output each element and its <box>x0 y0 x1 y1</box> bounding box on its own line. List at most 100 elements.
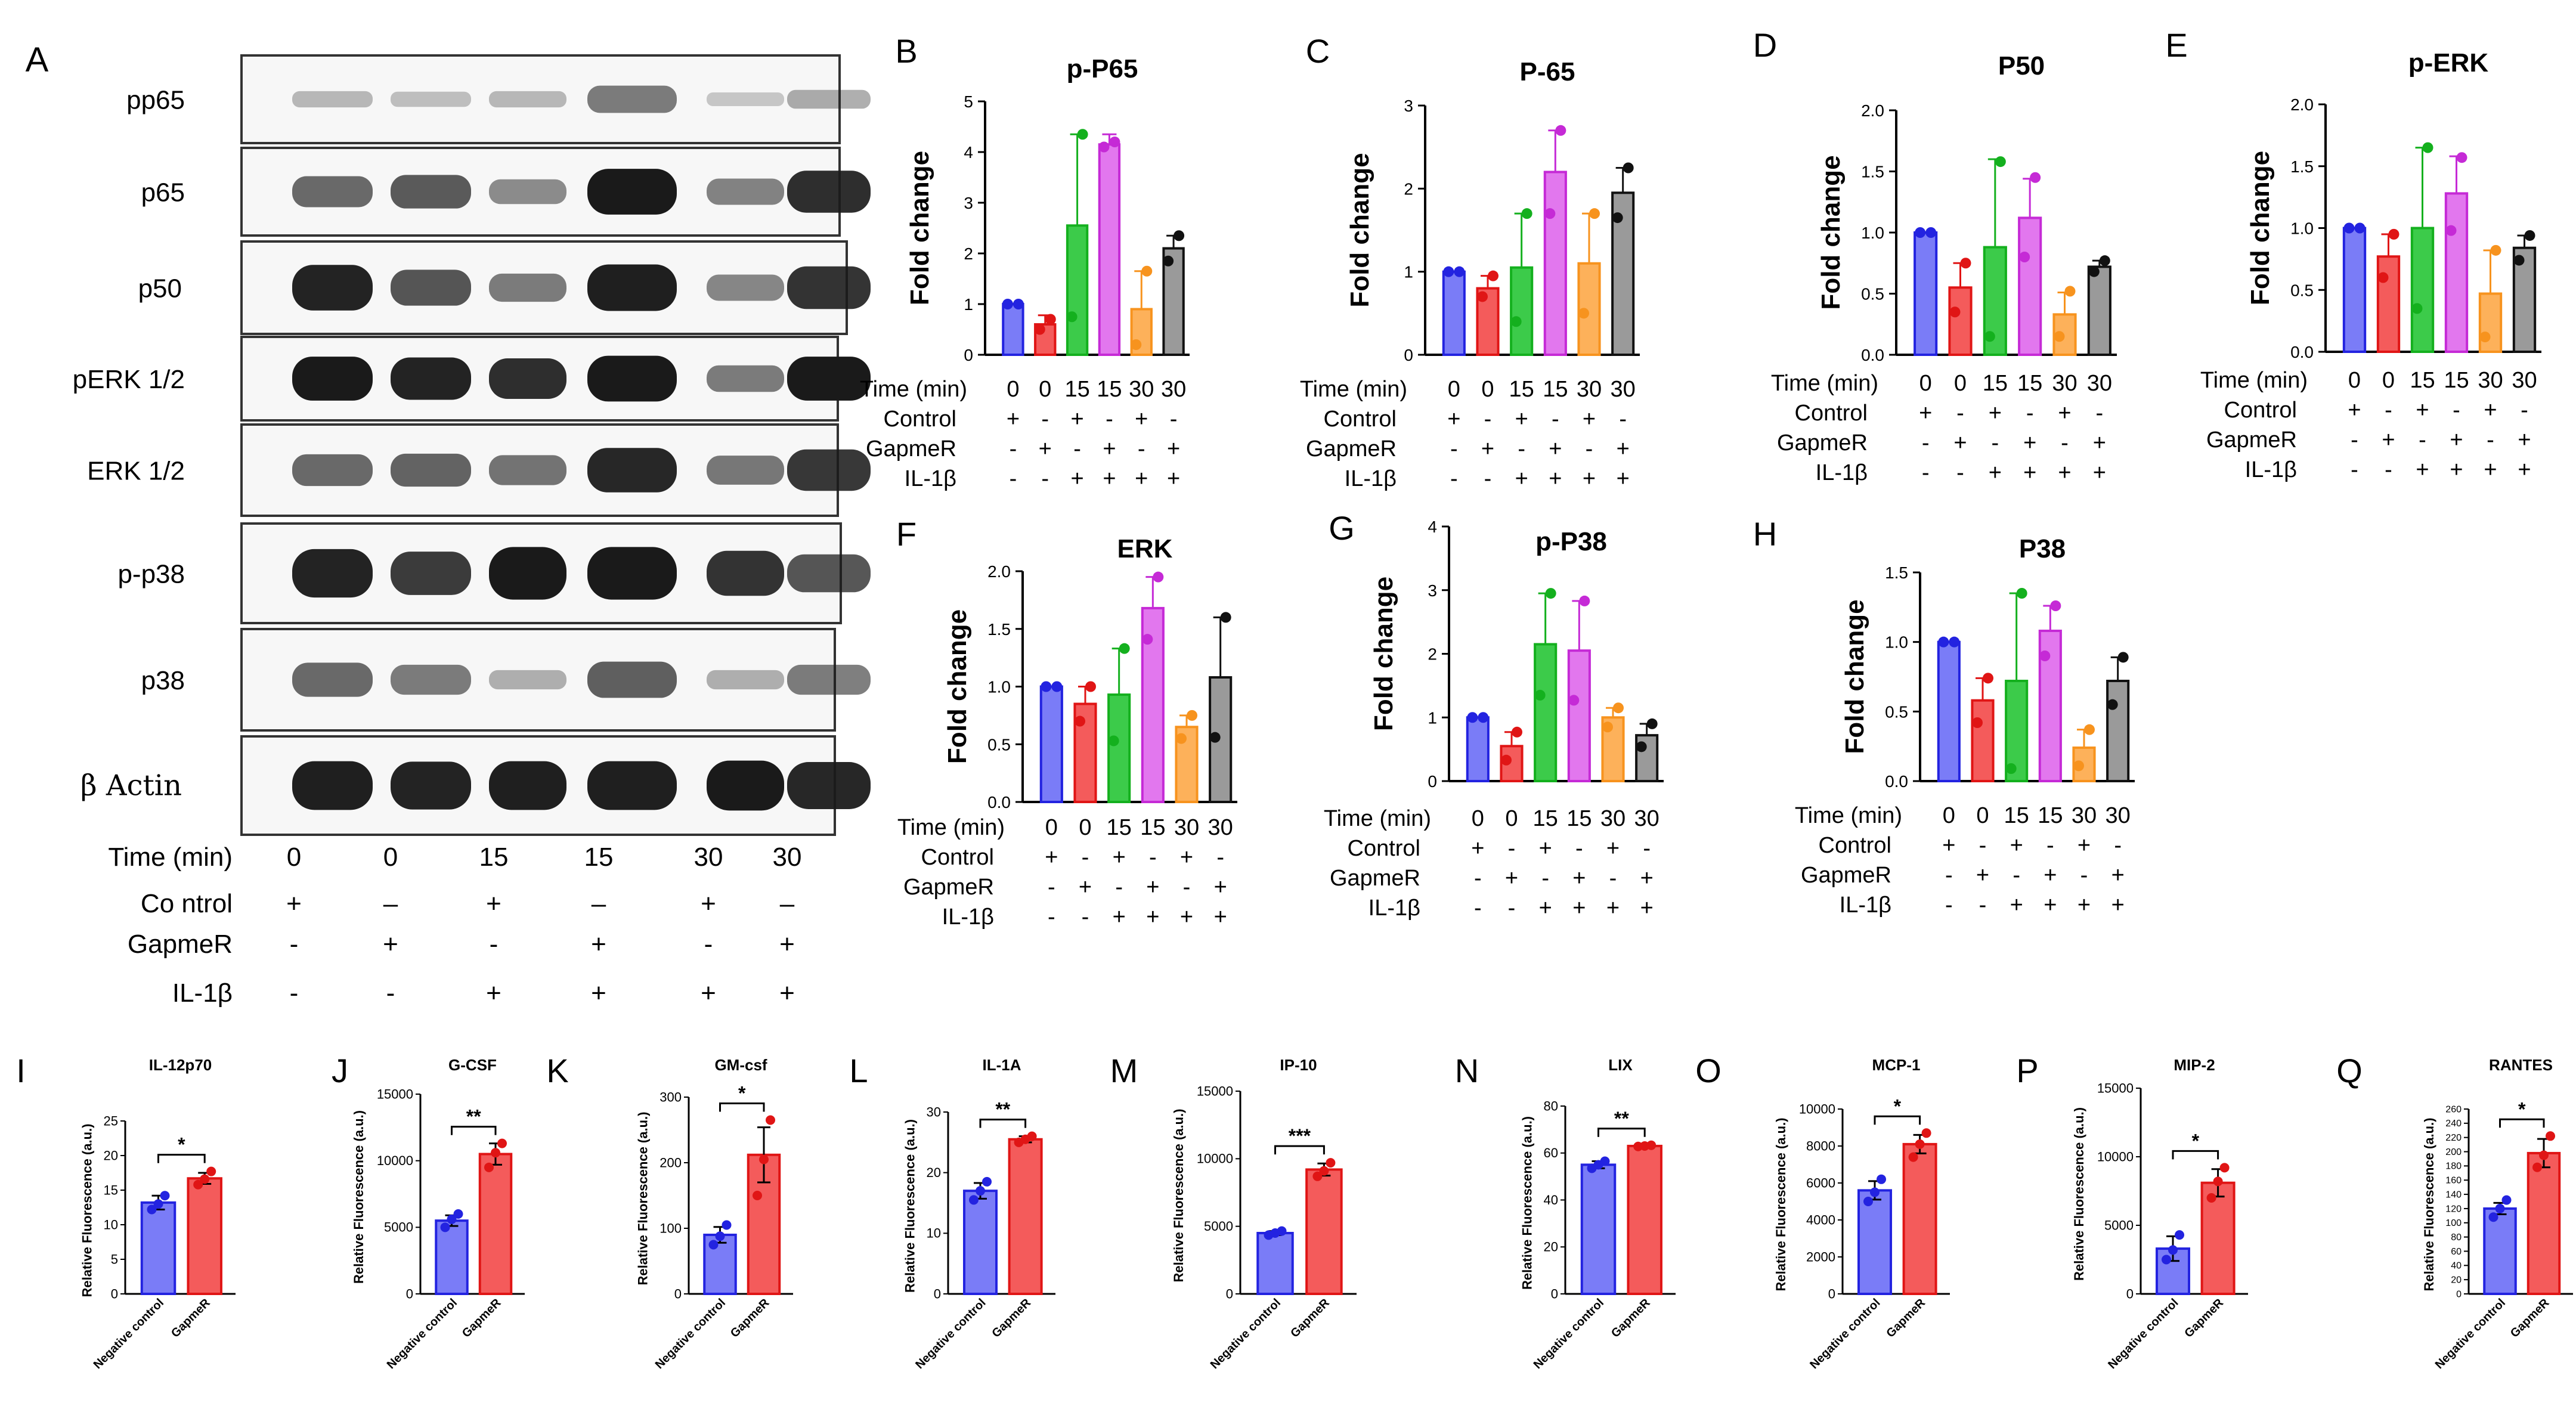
condition-value: - <box>1922 430 1930 456</box>
condition-value: - <box>1575 836 1583 861</box>
data-point <box>1467 712 1478 723</box>
data-point <box>1915 227 1926 238</box>
condition-value: + <box>2023 430 2036 456</box>
significance-marker: *** <box>1289 1125 1311 1147</box>
y-tick-label: 240 <box>2445 1119 2462 1129</box>
blot-condition-value: 0 <box>287 843 301 872</box>
y-tick-label: 0.0 <box>1885 772 1908 791</box>
data-point <box>2532 1162 2542 1172</box>
y-tick-label: 1 <box>1428 708 1437 727</box>
bar <box>1902 1142 1937 1296</box>
condition-value: 30 <box>1129 377 1154 402</box>
blot-condition-value: – <box>592 889 606 918</box>
condition-value: - <box>2453 398 2460 423</box>
condition-value: + <box>1515 466 1528 491</box>
data-point <box>2039 651 2051 661</box>
condition-value: + <box>1079 875 1092 900</box>
chart-title: MIP-2 <box>2174 1056 2215 1074</box>
condition-value: - <box>2521 398 2528 423</box>
data-point <box>491 1148 500 1158</box>
data-point <box>453 1209 463 1219</box>
blot-condition-value: + <box>591 930 606 959</box>
data-point <box>2030 172 2041 183</box>
x-category-label: Negative control <box>1807 1296 1883 1371</box>
data-point <box>2445 225 2457 236</box>
data-point <box>1163 255 1174 267</box>
bar <box>1580 1163 1617 1295</box>
condition-value: + <box>2450 457 2463 482</box>
condition-value: - <box>2385 457 2392 482</box>
condition-value: + <box>1539 836 1552 861</box>
x-category-label: Negative control <box>1208 1296 1283 1371</box>
data-point <box>1612 212 1623 224</box>
condition-label: IL-1β <box>1345 466 1397 491</box>
x-category-label: GapmeR <box>169 1296 213 1340</box>
condition-value: - <box>1183 875 1191 900</box>
y-tick-label: 80 <box>1544 1098 1558 1113</box>
blot-condition-value: - <box>490 930 499 959</box>
y-tick-label: 0.5 <box>1861 285 1884 303</box>
y-tick-label: 40 <box>1544 1193 1558 1207</box>
y-tick-label: 30 <box>927 1104 941 1119</box>
data-point <box>1544 208 1556 219</box>
x-category-label: Negative control <box>2433 1296 2508 1371</box>
y-tick-label: 4 <box>964 143 973 162</box>
bar <box>140 1201 177 1295</box>
condition-value: + <box>1572 866 1586 891</box>
y-tick-label: 5 <box>964 92 973 111</box>
y-tick-label: 80 <box>2451 1232 2462 1243</box>
condition-value: 15 <box>2444 368 2469 393</box>
x-category-label: GapmeR <box>989 1296 1033 1340</box>
panel-letter-D: D <box>1753 26 1777 64</box>
condition-label: Control <box>2224 398 2298 423</box>
y-tick-label: 60 <box>1544 1145 1558 1160</box>
blot-band <box>489 91 566 108</box>
bar <box>1008 1138 1043 1295</box>
y-tick-label: 5000 <box>1204 1219 1233 1234</box>
condition-value: + <box>2484 398 2497 423</box>
data-point <box>1119 643 1130 654</box>
data-point <box>1085 681 1096 692</box>
condition-value: - <box>2351 428 2358 453</box>
chart-N: N LIX 0 20 40 60 80 Relative Fluorescence (a.u.… <box>1455 1052 1676 1371</box>
blot-condition-value: + <box>779 930 795 959</box>
condition-value: + <box>1549 466 1562 491</box>
blot-band <box>787 89 871 109</box>
condition-value: + <box>2044 893 2057 918</box>
condition-value: - <box>1082 905 1089 930</box>
bar <box>2444 192 2469 353</box>
condition-value: - <box>1082 845 1089 870</box>
chart-title: LIX <box>1608 1056 1633 1074</box>
y-tick-label: 3 <box>1404 97 1413 115</box>
y-tick-label: 260 <box>2445 1104 2462 1114</box>
data-point <box>1512 726 1522 738</box>
y-tick-label: 100 <box>2445 1218 2462 1228</box>
y-tick-label: 15000 <box>2097 1080 2134 1095</box>
bar <box>1534 643 1558 783</box>
data-point <box>1501 754 1512 766</box>
condition-label: Time (min) <box>1771 371 1878 396</box>
condition-value: + <box>1167 436 1180 462</box>
condition-value: + <box>1583 407 1596 432</box>
condition-value: - <box>1979 893 1987 918</box>
data-point <box>2073 760 2084 772</box>
condition-value: + <box>1919 401 1932 426</box>
significance-bracket <box>157 1154 206 1163</box>
condition-value: 15 <box>1107 815 1132 840</box>
blot-condition-value: 15 <box>584 843 614 872</box>
data-point <box>1176 733 1187 744</box>
blot-condition-value: 30 <box>694 843 723 872</box>
y-axis-label: Relative Fluorescence (a.u.) <box>1520 1116 1535 1290</box>
condition-value: - <box>1552 407 1559 432</box>
y-tick-label: 20 <box>2451 1275 2462 1285</box>
condition-value: + <box>1214 875 1227 900</box>
bar <box>1098 143 1121 356</box>
data-point <box>1589 208 1600 219</box>
condition-value: - <box>2419 428 2426 453</box>
data-point <box>440 1222 450 1232</box>
data-point <box>766 1115 775 1125</box>
condition-value: 0 <box>2382 368 2395 393</box>
condition-value: + <box>2382 428 2395 453</box>
